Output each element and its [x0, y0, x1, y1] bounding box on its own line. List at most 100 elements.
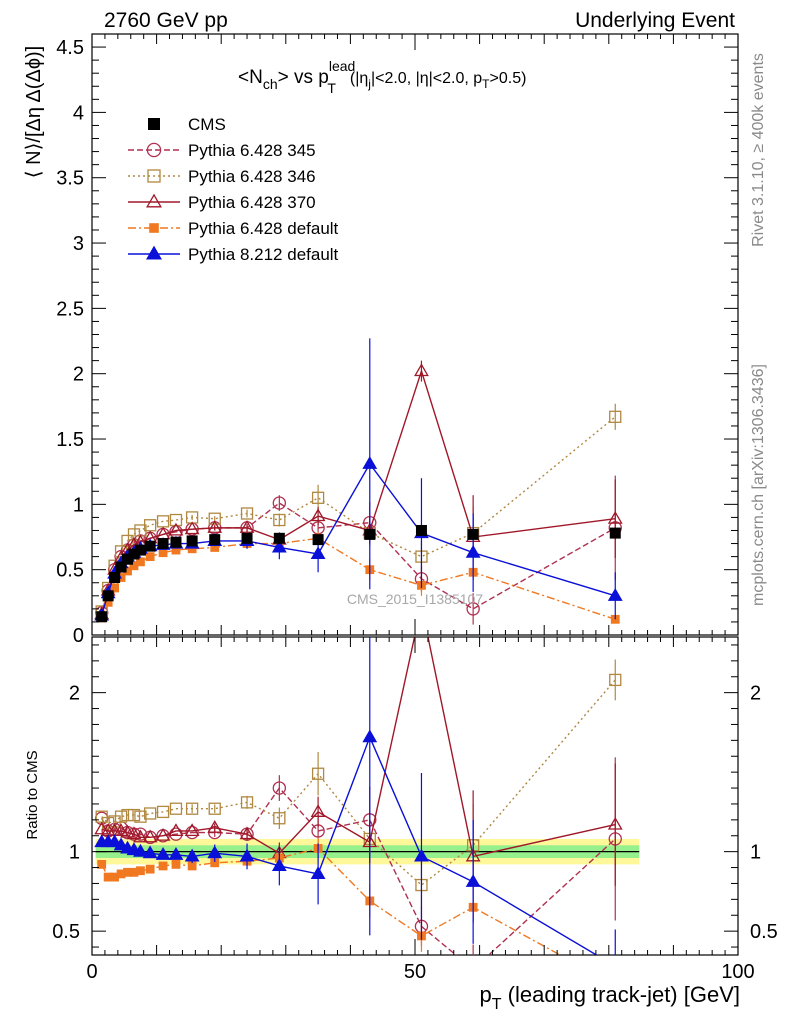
- ratio-y-tick-label: 1: [69, 842, 80, 864]
- ratio-point: [465, 874, 481, 887]
- ratio-point: [310, 804, 326, 817]
- ratio-point: [273, 812, 286, 825]
- ratio-point: [103, 872, 113, 882]
- ratio-plot-frame: [91, 636, 739, 956]
- cms-data-point: [102, 590, 114, 602]
- data-point: [158, 548, 168, 558]
- ratio-point: [155, 847, 171, 860]
- data-point: [362, 456, 378, 469]
- legend-marker: [148, 118, 160, 130]
- data-point: [210, 543, 220, 552]
- ratio-point: [145, 864, 155, 874]
- series-cms: [96, 524, 621, 623]
- ratio-point: [607, 816, 623, 830]
- cms-data-point: [312, 534, 324, 546]
- series-ratio-0: [94, 757, 622, 975]
- ratio-point: [113, 823, 129, 837]
- series-ratio-line: [101, 679, 616, 886]
- legend-entry-0: CMS: [148, 115, 226, 134]
- ratio-point: [239, 826, 255, 840]
- ratio-point: [123, 867, 132, 877]
- main-y-tick-label: 1.5: [56, 429, 84, 451]
- ratio-point: [136, 866, 145, 876]
- ratio-point: [133, 829, 148, 843]
- main-plot-series: [94, 338, 623, 625]
- header-process: Underlying Event: [575, 9, 735, 32]
- ratio-point: [155, 827, 171, 841]
- data-point: [184, 521, 200, 535]
- main-y-tick-label: 0.5: [56, 560, 84, 582]
- ratio-point: [126, 826, 142, 840]
- ratio-point: [239, 848, 255, 862]
- data-point: [310, 546, 326, 560]
- ratio-point: [171, 859, 181, 869]
- ratio-y-tick-label-right: 0.5: [750, 921, 778, 943]
- ratio-point: [169, 802, 183, 815]
- legend-label: Pythia 6.428 default: [188, 219, 339, 238]
- ratio-point: [142, 845, 158, 859]
- x-axis-label: pT (leading track-jet) [GeV]: [480, 982, 740, 1013]
- data-point: [609, 410, 622, 423]
- ratio-point: [143, 807, 157, 820]
- legend-marker: [147, 169, 161, 183]
- cms-data-point: [128, 548, 140, 560]
- ratio-point: [156, 805, 170, 819]
- series-ratio-1: [95, 659, 622, 909]
- legend: CMS Pythia 6.428 345 Pythia 6.428 346 Pythi…: [128, 115, 339, 264]
- data-point: [273, 513, 286, 527]
- legend-label: CMS: [188, 115, 226, 134]
- cms-data-point: [241, 532, 253, 544]
- ratio-point: [310, 866, 326, 879]
- cms-data-point: [115, 561, 127, 573]
- legend-entry-5: Pythia 8.212 default: [128, 245, 339, 264]
- data-point: [607, 510, 623, 524]
- cms-data-point: [273, 532, 285, 544]
- ratio-y-tick-label-right: 1: [750, 842, 761, 864]
- main-y-tick-label: 3.5: [56, 168, 84, 190]
- main-y-tick-label: 0: [73, 625, 84, 647]
- series-ratio-2: [94, 637, 623, 923]
- ratio-y-tick-label: 2: [69, 683, 80, 705]
- ratio-point: [362, 729, 378, 743]
- cms-data-point: [209, 534, 221, 546]
- series-ratio-line: [101, 637, 616, 858]
- cms-data-point: [109, 572, 121, 584]
- cms-data-point: [157, 538, 169, 550]
- ratio-point: [184, 848, 200, 862]
- data-point: [311, 491, 325, 504]
- main-y-tick-label: 2: [73, 364, 84, 386]
- legend-label: Pythia 6.428 346: [188, 167, 316, 186]
- legend-entry-4: Pythia 6.428 default: [128, 219, 339, 238]
- main-y-axis-label: ⟨ N⟩/[Δη Δ(Δϕ)]: [23, 46, 45, 178]
- ratio-point: [158, 861, 168, 871]
- ratio-point: [121, 808, 134, 822]
- main-y-tick-label: 3: [73, 233, 84, 255]
- ratio-point: [467, 963, 479, 975]
- x-tick-label: 0: [86, 961, 97, 983]
- ratio-point: [414, 848, 429, 862]
- series-main-2: [94, 360, 623, 620]
- legend-marker: [146, 193, 162, 208]
- data-point: [607, 588, 623, 601]
- main-y-tick-label: 1: [73, 494, 84, 516]
- legend-marker: [149, 223, 159, 233]
- mcplots-label: mcplots.cern.ch [arXiv:1306.3436]: [750, 364, 767, 606]
- ratio-point: [102, 816, 115, 830]
- ratio-point: [168, 823, 184, 837]
- ratio-point: [272, 781, 287, 795]
- data-point: [123, 566, 132, 576]
- data-point: [465, 544, 481, 558]
- cms-data-point: [170, 536, 182, 548]
- data-point: [271, 539, 287, 553]
- ratio-point: [240, 796, 254, 809]
- data-point: [145, 552, 155, 562]
- ratio-point: [184, 823, 200, 837]
- data-point: [129, 561, 139, 571]
- data-point: [127, 528, 141, 541]
- ratio-point: [110, 872, 120, 882]
- analysis-watermark: CMS_2015_I1385107: [347, 591, 483, 607]
- ratio-point: [129, 867, 139, 877]
- header-energy: 2760 GeV pp: [104, 9, 228, 32]
- main-y-tick-label: 2.5: [56, 298, 84, 320]
- ratio-point: [168, 847, 184, 860]
